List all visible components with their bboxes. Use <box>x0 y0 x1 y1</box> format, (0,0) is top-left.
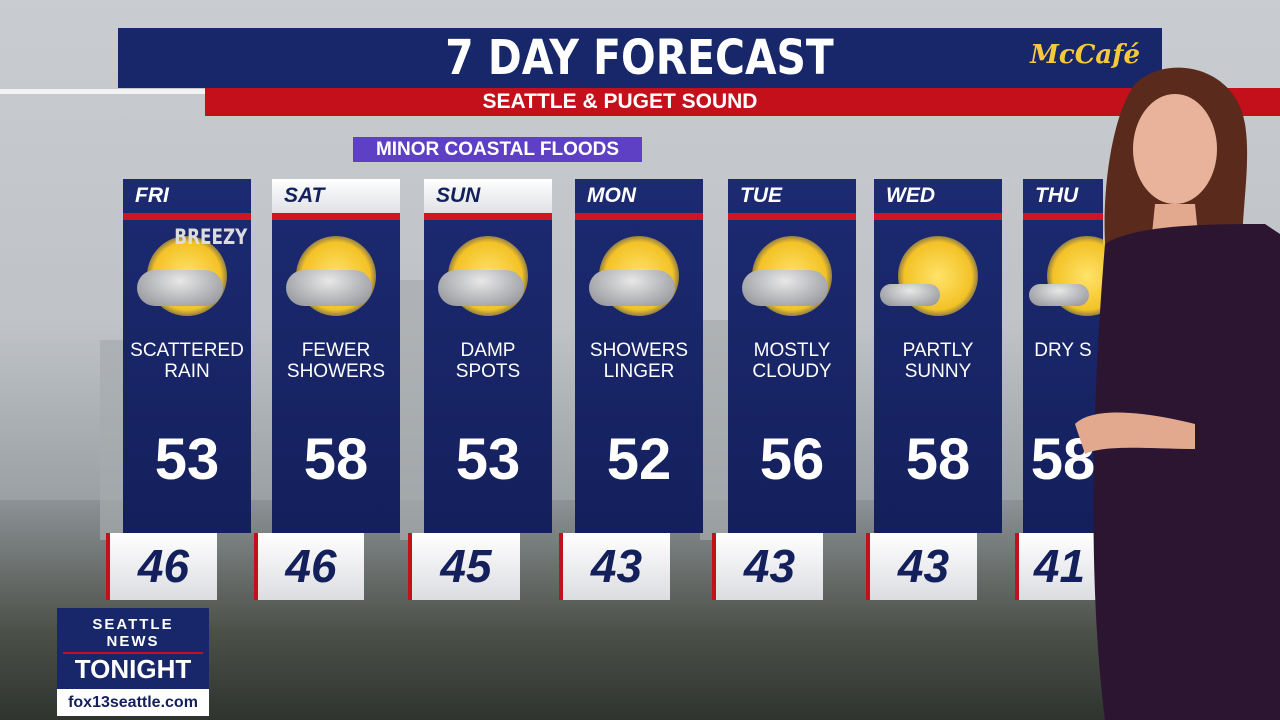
condition-line: SCATTERED <box>130 340 244 361</box>
divider <box>123 213 251 220</box>
partly-sunny-icon <box>874 220 1002 340</box>
cloud-icon <box>589 270 675 306</box>
high-temp: 53 <box>455 427 521 492</box>
cloud-icon <box>1029 284 1089 306</box>
forecast-card-wed: WED PARTLY SUNNY 58 <box>874 179 1002 533</box>
forecast-card-sun: SUN DAMP SPOTS 53 <box>424 179 552 533</box>
condition-line: CLOUDY <box>752 361 832 382</box>
day-label: THU <box>1035 184 1079 207</box>
low-temp: 43 <box>712 533 823 600</box>
condition-text: DAMP SPOTS <box>424 340 552 430</box>
condition-line: DRY S <box>1034 340 1092 361</box>
divider <box>1023 213 1103 220</box>
title-bar: 7 DAY FORECAST McCafé <box>118 28 1162 88</box>
condition-line: SPOTS <box>455 361 521 382</box>
cloud-icon <box>286 270 372 306</box>
condition-text: MOSTLY CLOUDY <box>728 340 856 430</box>
mostly-cloudy-icon <box>728 220 856 340</box>
condition-text: DRY S <box>1023 340 1103 430</box>
cloud-icon <box>137 270 223 306</box>
divider <box>272 213 400 220</box>
cloud-icon <box>880 284 940 306</box>
low-temp: 43 <box>866 533 977 600</box>
divider <box>0 89 205 94</box>
day-label: TUE <box>740 184 782 207</box>
divider <box>728 213 856 220</box>
sponsor-logo: McCafé <box>1030 40 1140 70</box>
forecast-card-tue: TUE MOSTLY CLOUDY 56 <box>728 179 856 533</box>
high-temp: 56 <box>759 427 825 492</box>
forecast-card-sat: SAT FEWER SHOWERS 58 <box>272 179 400 533</box>
condition-text: PARTLY SUNNY <box>874 340 1002 430</box>
condition-line: DAMP <box>460 340 516 361</box>
day-label: SAT <box>272 179 400 213</box>
high-temp: 58 <box>905 427 971 492</box>
condition-line: SUNNY <box>904 361 972 382</box>
low-temp: 41 <box>1015 533 1100 600</box>
alert-badge: MINOR COASTAL FLOODS <box>353 137 642 162</box>
sun-clouds-rain-icon: BREEZY <box>123 220 251 340</box>
high-temp: 58 <box>303 427 369 492</box>
condition-text: SHOWERS LINGER <box>575 340 703 430</box>
high-temp: 53 <box>154 427 220 492</box>
website-url: fox13seattle.com <box>57 689 209 716</box>
cloud-icon <box>438 270 524 306</box>
day-label: FRI <box>135 184 169 207</box>
cloud-icon <box>742 270 828 306</box>
condition-text: SCATTERED RAIN <box>123 340 251 430</box>
condition-line: SHOWERS <box>286 361 386 382</box>
low-temp: 46 <box>254 533 364 600</box>
show-name-line2: TONIGHT <box>74 654 192 684</box>
condition-line: SHOWERS <box>589 340 689 361</box>
sun-clouds-rain-icon <box>424 220 552 340</box>
sun-clouds-rain-icon <box>575 220 703 340</box>
subtitle-bar: SEATTLE & PUGET SOUND <box>205 88 1280 116</box>
divider <box>874 213 1002 220</box>
building <box>400 280 424 540</box>
day-label: MON <box>587 184 636 207</box>
condition-line: MOSTLY <box>753 340 831 361</box>
condition-line: PARTLY <box>902 340 974 361</box>
day-label: WED <box>886 184 935 207</box>
building <box>700 320 728 540</box>
show-name-line1: SEATTLE NEWS <box>63 616 203 654</box>
forecast-card-fri: FRI BREEZY SCATTERED RAIN 53 <box>123 179 251 533</box>
low-temp: 46 <box>106 533 217 600</box>
page-title: 7 DAY FORECAST <box>445 30 835 86</box>
subtitle: SEATTLE & PUGET SOUND <box>482 90 758 113</box>
condition-text: FEWER SHOWERS <box>272 340 400 430</box>
show-branding: SEATTLE NEWS TONIGHT fox13seattle.com <box>57 608 209 716</box>
condition-line: LINGER <box>603 361 675 382</box>
meteorologist <box>1075 67 1280 720</box>
condition-line: FEWER <box>301 340 371 361</box>
low-temp: 43 <box>559 533 670 600</box>
condition-line: RAIN <box>164 361 210 382</box>
divider <box>424 213 552 220</box>
breezy-label: BREEZY <box>173 225 247 249</box>
forecast-card-mon: MON SHOWERS LINGER 52 <box>575 179 703 533</box>
low-temp: 45 <box>408 533 520 600</box>
high-temp: 52 <box>606 427 672 492</box>
divider <box>575 213 703 220</box>
day-label: SUN <box>424 179 552 213</box>
sun-clouds-rain-icon <box>272 220 400 340</box>
